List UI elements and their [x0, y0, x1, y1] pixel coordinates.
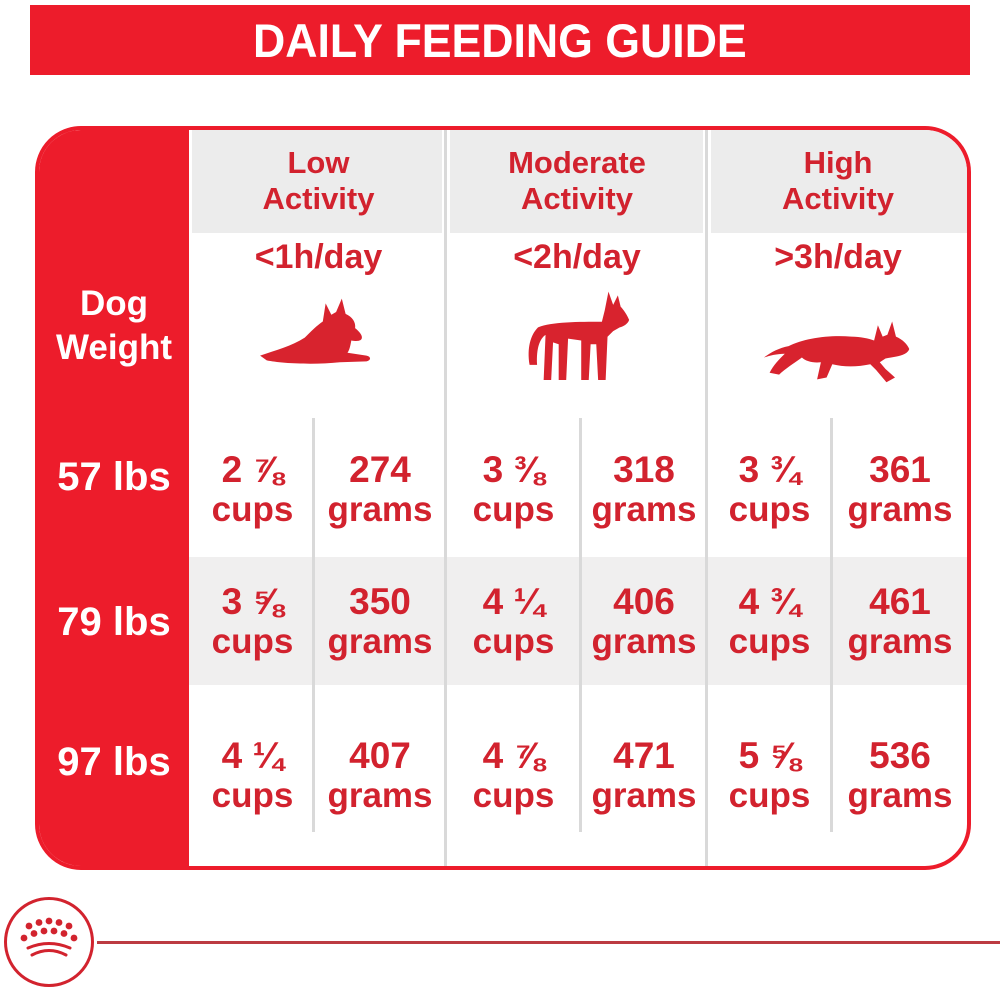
amount-value: 4 ¼ — [482, 581, 545, 622]
header-low-line1: Low — [287, 145, 350, 180]
weight-label-97lbs: 97 lbs — [57, 740, 171, 784]
duration-moderate: <2h/day — [513, 238, 641, 276]
amount-value: 318 — [613, 448, 675, 490]
brand-logo-circle — [4, 897, 94, 987]
cell-97-moderate-grams: 471 grams — [582, 685, 706, 864]
footer-divider-line — [97, 941, 1000, 944]
amount-value: 3 ¾ — [738, 448, 801, 490]
header-moderate-line1: Moderate — [508, 145, 646, 180]
amount-value: 461 — [869, 581, 931, 622]
amount-value: 407 — [349, 734, 411, 776]
banner: DAILY FEEDING GUIDE — [30, 5, 970, 75]
amount-value: 274 — [349, 448, 411, 490]
duration-high: >3h/day — [774, 238, 902, 276]
unit-label: cups — [728, 775, 811, 815]
unit-label: grams — [327, 622, 433, 661]
dog-weight-line1: Dog — [79, 284, 149, 323]
cell-79-moderate-grams: 406 grams — [582, 557, 706, 685]
amount-value: 5 ⅝ — [738, 734, 801, 776]
header-bg-high — [711, 130, 967, 233]
cell-57-high-grams: 361 grams — [833, 420, 967, 557]
duration-low: <1h/day — [254, 238, 383, 276]
amount-value: 3 ⅝ — [221, 581, 284, 622]
cell-57-high-cups: 3 ¾ cups — [708, 420, 831, 557]
amount-value: 4 ¾ — [738, 581, 801, 622]
cell-79-high-grams: 461 grams — [833, 557, 967, 685]
unit-label: cups — [472, 489, 555, 529]
cell-97-low-grams: 407 grams — [315, 685, 445, 864]
unit-label: grams — [847, 622, 953, 661]
cell-79-low-grams: 350 grams — [315, 557, 445, 685]
cell-97-high-grams: 536 grams — [833, 685, 967, 864]
unit-label: grams — [847, 489, 953, 529]
header-low-activity: Low Activity — [192, 145, 445, 217]
royal-canin-crown-icon — [18, 917, 80, 968]
dog-weight-column — [39, 130, 189, 866]
unit-label: cups — [211, 775, 294, 815]
unit-label: grams — [847, 775, 953, 815]
header-low-line2: Activity — [262, 181, 375, 216]
unit-label: grams — [591, 622, 697, 661]
unit-label: cups — [472, 622, 555, 661]
row-header-dog-weight: Dog Weight — [39, 282, 189, 370]
amount-value: 4 ¼ — [221, 734, 284, 776]
divider-moderate-cups-grams — [579, 418, 582, 832]
unit-label: cups — [472, 775, 555, 815]
row-band-79lbs — [189, 557, 967, 685]
unit-label: grams — [591, 775, 697, 815]
divider-low-moderate — [444, 130, 447, 866]
amount-value: 4 ⅞ — [482, 734, 545, 776]
weight-label-79lbs: 79 lbs — [57, 600, 171, 644]
amount-value: 2 ⅞ — [221, 448, 284, 490]
cell-57-moderate-cups: 3 ⅜ cups — [447, 420, 580, 557]
unit-label: grams — [327, 489, 433, 529]
divider-low-cups-grams — [312, 418, 315, 832]
cell-97-low-cups: 4 ¼ cups — [192, 685, 313, 864]
header-bg-low — [192, 130, 442, 233]
dog-running-icon — [762, 310, 914, 388]
amount-value: 536 — [869, 734, 931, 776]
unit-label: cups — [211, 489, 294, 529]
header-moderate-activity: Moderate Activity — [448, 145, 706, 217]
cell-97-high-cups: 5 ⅝ cups — [708, 685, 831, 864]
header-high-activity: High Activity — [709, 145, 967, 217]
divider-high-cups-grams — [830, 418, 833, 832]
unit-label: grams — [327, 775, 433, 815]
unit-label: cups — [728, 489, 811, 529]
dog-lying-icon — [257, 292, 381, 368]
cell-79-moderate-cups: 4 ¼ cups — [447, 557, 580, 685]
unit-label: grams — [591, 489, 697, 529]
header-high-line1: High — [803, 145, 873, 180]
header-bg-moderate — [450, 130, 703, 233]
amount-value: 406 — [613, 581, 675, 622]
cell-79-high-cups: 4 ¾ cups — [708, 557, 831, 685]
amount-value: 471 — [613, 734, 675, 776]
cell-57-moderate-grams: 318 grams — [582, 420, 706, 557]
amount-value: 361 — [869, 448, 931, 490]
cell-57-low-cups: 2 ⅞ cups — [192, 420, 313, 557]
header-high-line2: Activity — [782, 181, 894, 216]
feeding-guide-table: Low Activity Moderate Activity High Acti… — [35, 126, 971, 870]
dog-weight-line2: Weight — [55, 328, 172, 367]
weight-label-57lbs: 57 lbs — [57, 455, 171, 499]
divider-moderate-high — [705, 130, 708, 866]
page-title: DAILY FEEDING GUIDE — [253, 13, 747, 67]
cell-97-moderate-cups: 4 ⅞ cups — [447, 685, 580, 864]
unit-label: cups — [211, 622, 294, 661]
dog-standing-icon — [523, 280, 631, 386]
header-moderate-line2: Activity — [521, 181, 633, 216]
cell-79-low-cups: 3 ⅝ cups — [192, 557, 313, 685]
amount-value: 3 ⅜ — [482, 448, 545, 490]
cell-57-low-grams: 274 grams — [315, 420, 445, 557]
amount-value: 350 — [349, 581, 411, 622]
unit-label: cups — [728, 622, 811, 661]
